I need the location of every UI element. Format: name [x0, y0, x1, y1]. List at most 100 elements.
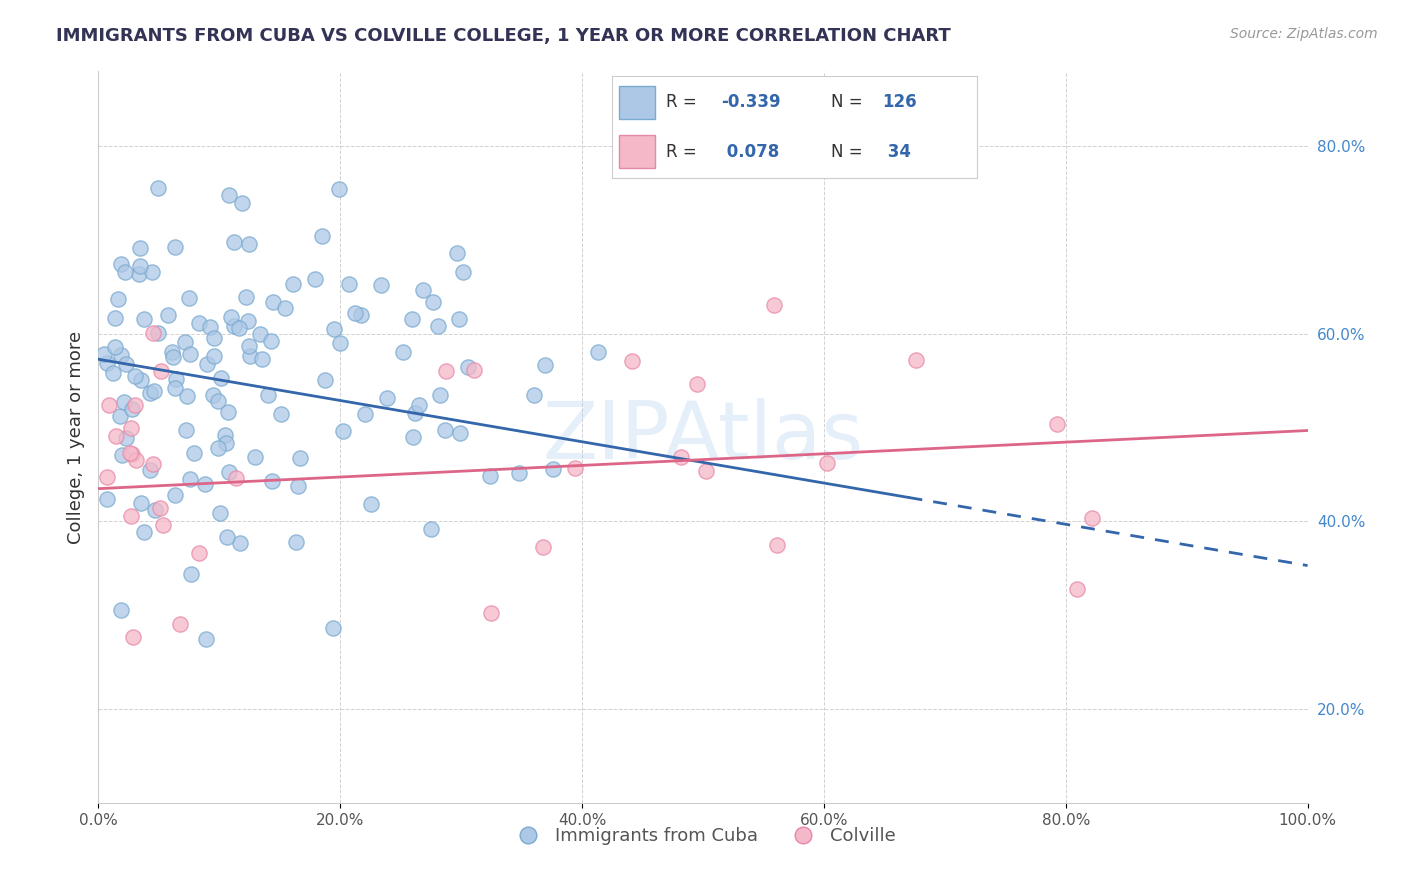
Point [202, 349, 225, 363]
Point [121, 402, 143, 417]
Point [479, 607, 502, 621]
Point [176, 389, 198, 403]
Point [129, 373, 152, 387]
Point [249, 326, 271, 341]
Point [422, 294, 444, 309]
Point [93, 347, 115, 361]
Point [1066, 582, 1088, 597]
Point [132, 525, 155, 540]
Point [328, 182, 350, 196]
Point [508, 466, 530, 480]
Point [218, 188, 240, 202]
Point [669, 450, 692, 464]
Point [112, 394, 135, 409]
Point [218, 465, 240, 479]
Point [457, 360, 479, 375]
Point [904, 353, 927, 368]
FancyBboxPatch shape [619, 87, 655, 119]
Text: 0.078: 0.078 [721, 143, 779, 161]
Point [228, 321, 250, 335]
Point [404, 406, 426, 420]
Point [101, 367, 124, 381]
Point [143, 503, 166, 517]
Point [129, 241, 152, 255]
Point [377, 391, 399, 405]
Point [238, 237, 260, 252]
Point [287, 479, 309, 493]
Point [194, 476, 217, 491]
Point [229, 536, 252, 550]
Point [120, 421, 142, 435]
Point [392, 345, 415, 359]
Point [451, 265, 474, 279]
Text: 34: 34 [882, 143, 911, 161]
Text: 126: 126 [882, 94, 917, 112]
Point [322, 621, 344, 635]
FancyBboxPatch shape [619, 136, 655, 168]
Point [96, 470, 118, 484]
Point [534, 358, 557, 372]
Point [446, 246, 468, 260]
Point [104, 311, 127, 326]
Point [235, 290, 257, 304]
Point [169, 616, 191, 631]
Point [353, 407, 375, 421]
Point [110, 603, 132, 617]
Point [107, 293, 129, 307]
Point [214, 428, 236, 442]
Point [165, 372, 187, 386]
Point [98, 398, 121, 412]
Point [114, 431, 136, 445]
Point [463, 363, 485, 377]
Point [370, 277, 392, 292]
Point [180, 567, 202, 582]
Point [162, 350, 184, 364]
Text: N =: N = [831, 94, 868, 112]
Text: R =: R = [666, 94, 703, 112]
Point [150, 364, 173, 378]
Point [146, 181, 169, 195]
Point [179, 472, 201, 486]
Point [288, 450, 311, 465]
Point [322, 322, 344, 336]
Point [401, 312, 423, 326]
Point [479, 469, 502, 483]
Point [104, 340, 127, 354]
Point [311, 229, 333, 244]
Point [142, 326, 165, 341]
Point [766, 538, 789, 552]
Point [122, 631, 145, 645]
Text: Source: ZipAtlas.com: Source: ZipAtlas.com [1230, 27, 1378, 41]
Point [163, 381, 186, 395]
Point [250, 351, 273, 366]
Point [332, 425, 354, 439]
Point [231, 195, 253, 210]
Text: N =: N = [831, 143, 868, 161]
Point [763, 298, 786, 312]
Point [281, 277, 304, 291]
Point [139, 386, 162, 401]
Point [434, 364, 457, 378]
Point [110, 256, 132, 270]
Point [350, 309, 373, 323]
Point [149, 500, 172, 515]
Text: ZIPAtlas: ZIPAtlas [543, 398, 863, 476]
Point [120, 446, 142, 460]
Text: IMMIGRANTS FROM CUBA VS COLVILLE COLLEGE, 1 YEAR OR MORE CORRELATION CHART: IMMIGRANTS FROM CUBA VS COLVILLE COLLEGE… [56, 27, 950, 45]
Point [176, 423, 198, 437]
Point [225, 471, 247, 485]
Legend: Immigrants from Cuba, Colville: Immigrants from Cuba, Colville [503, 820, 903, 852]
Point [177, 291, 200, 305]
Point [124, 368, 146, 383]
Point [222, 319, 245, 334]
Point [173, 334, 195, 349]
Point [110, 348, 132, 362]
Point [96, 356, 118, 370]
Point [402, 430, 425, 444]
Point [121, 447, 143, 461]
Point [427, 318, 450, 333]
Point [523, 387, 546, 401]
Point [447, 311, 470, 326]
Point [139, 463, 162, 477]
Text: R =: R = [666, 143, 703, 161]
